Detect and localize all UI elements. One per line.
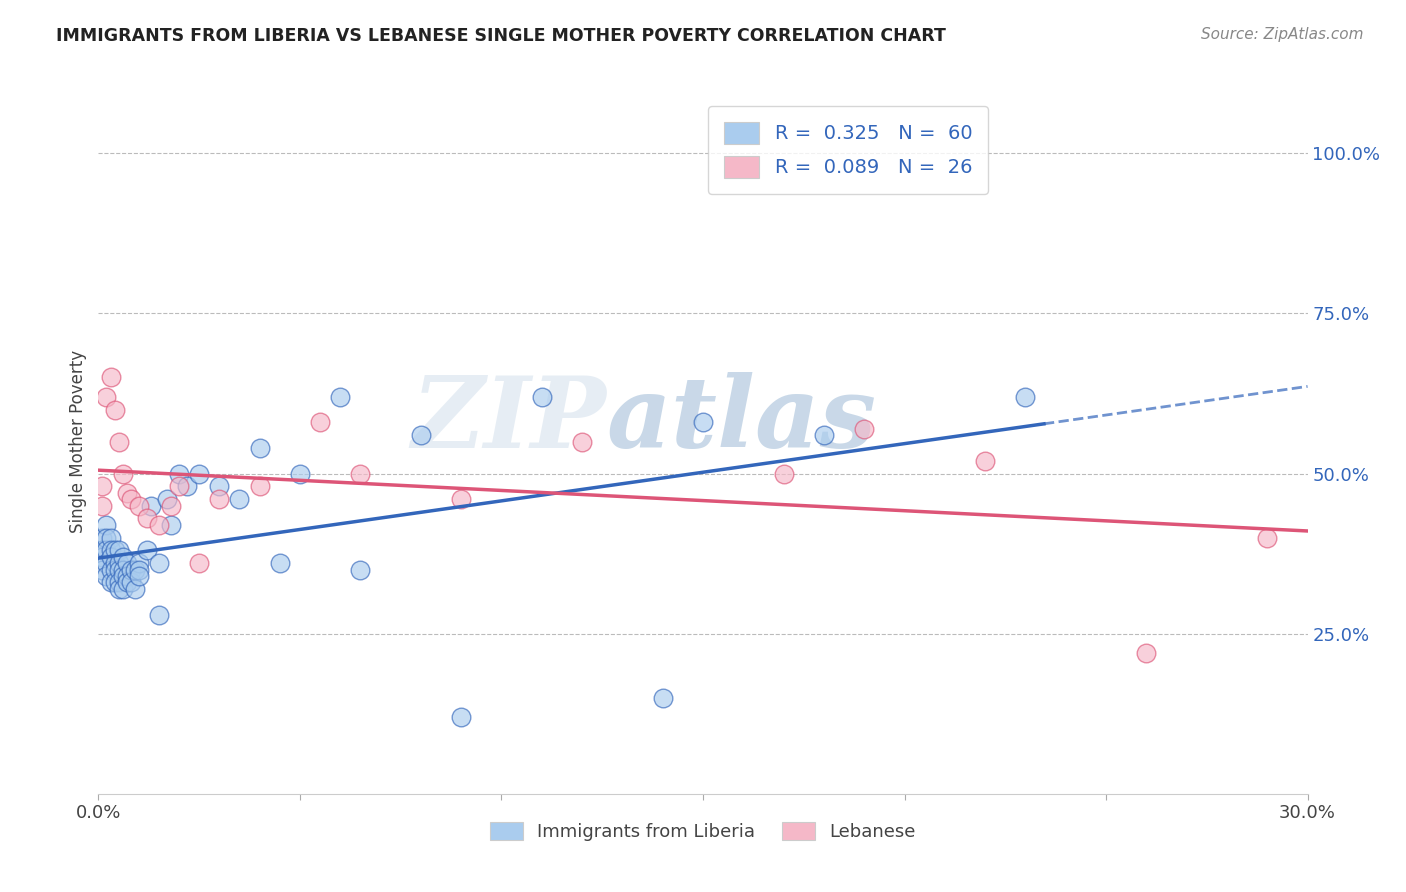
Point	[96, 569, 118, 583]
Legend: Immigrants from Liberia, Lebanese: Immigrants from Liberia, Lebanese	[484, 814, 922, 848]
Point	[91, 563, 114, 577]
Point	[139, 499, 162, 513]
Point	[208, 479, 231, 493]
Point	[107, 563, 129, 577]
Point	[148, 556, 170, 570]
Point	[772, 467, 794, 481]
Point	[813, 428, 835, 442]
Y-axis label: Single Mother Poverty: Single Mother Poverty	[69, 350, 87, 533]
Point	[107, 434, 129, 449]
Point	[96, 543, 118, 558]
Point	[128, 569, 150, 583]
Point	[115, 485, 138, 500]
Point	[853, 422, 876, 436]
Point	[100, 531, 122, 545]
Point	[111, 467, 134, 481]
Point	[115, 575, 138, 590]
Point	[450, 492, 472, 507]
Text: atlas: atlas	[606, 372, 876, 468]
Point	[103, 575, 125, 590]
Point	[349, 563, 371, 577]
Point	[96, 517, 118, 532]
Point	[135, 543, 157, 558]
Text: IMMIGRANTS FROM LIBERIA VS LEBANESE SINGLE MOTHER POVERTY CORRELATION CHART: IMMIGRANTS FROM LIBERIA VS LEBANESE SING…	[56, 27, 946, 45]
Point	[124, 563, 146, 577]
Point	[128, 563, 150, 577]
Point	[148, 517, 170, 532]
Point	[100, 549, 122, 564]
Point	[115, 569, 138, 583]
Point	[228, 492, 250, 507]
Point	[91, 543, 114, 558]
Point	[120, 575, 142, 590]
Point	[135, 511, 157, 525]
Point	[571, 434, 593, 449]
Point	[115, 556, 138, 570]
Point	[156, 492, 179, 507]
Point	[96, 390, 118, 404]
Point	[349, 467, 371, 481]
Point	[111, 563, 134, 577]
Point	[530, 390, 553, 404]
Point	[124, 582, 146, 596]
Point	[692, 415, 714, 429]
Point	[107, 543, 129, 558]
Point	[160, 517, 183, 532]
Point	[107, 556, 129, 570]
Point	[160, 499, 183, 513]
Point	[167, 479, 190, 493]
Point	[167, 467, 190, 481]
Point	[120, 492, 142, 507]
Point	[188, 467, 211, 481]
Point	[128, 556, 150, 570]
Point	[111, 569, 134, 583]
Point	[128, 499, 150, 513]
Point	[111, 582, 134, 596]
Point	[100, 543, 122, 558]
Point	[91, 549, 114, 564]
Point	[309, 415, 332, 429]
Point	[100, 575, 122, 590]
Point	[409, 428, 432, 442]
Point	[103, 543, 125, 558]
Point	[208, 492, 231, 507]
Point	[329, 390, 352, 404]
Point	[107, 575, 129, 590]
Point	[100, 370, 122, 384]
Point	[450, 710, 472, 724]
Point	[176, 479, 198, 493]
Point	[148, 607, 170, 622]
Point	[103, 563, 125, 577]
Point	[288, 467, 311, 481]
Point	[96, 531, 118, 545]
Point	[91, 479, 114, 493]
Point	[249, 441, 271, 455]
Point	[107, 582, 129, 596]
Point	[269, 556, 291, 570]
Point	[120, 563, 142, 577]
Point	[249, 479, 271, 493]
Point	[651, 690, 673, 705]
Point	[103, 402, 125, 417]
Point	[1014, 390, 1036, 404]
Point	[1256, 531, 1278, 545]
Point	[111, 549, 134, 564]
Point	[188, 556, 211, 570]
Point	[103, 556, 125, 570]
Text: Source: ZipAtlas.com: Source: ZipAtlas.com	[1201, 27, 1364, 42]
Point	[91, 531, 114, 545]
Text: ZIP: ZIP	[412, 372, 606, 468]
Point	[96, 556, 118, 570]
Point	[974, 454, 997, 468]
Point	[100, 563, 122, 577]
Point	[1135, 646, 1157, 660]
Point	[91, 499, 114, 513]
